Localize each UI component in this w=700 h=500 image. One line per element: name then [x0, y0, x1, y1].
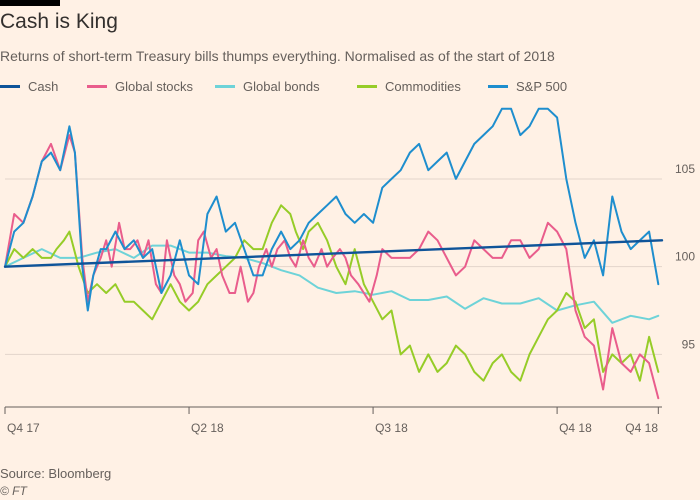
legend-item: Cash: [0, 79, 58, 94]
x-tick-label: Q4 18: [559, 421, 592, 435]
y-axis: 95 100 105: [675, 162, 695, 351]
legend-label: Cash: [28, 79, 59, 94]
legend-label: S&P 500: [516, 79, 568, 94]
x-tick-label: Q2 18: [191, 421, 224, 435]
chart-legend: Cash Global stocks Global bonds Commodities…: [0, 79, 700, 97]
chart-subtitle: Returns of short-term Treasury bills thu…: [0, 48, 555, 64]
series-line-commodities: [4, 204, 660, 382]
legend-swatch: [0, 85, 20, 88]
series-line-s-p-500: [4, 107, 660, 312]
legend-swatch: [215, 85, 235, 88]
legend-label: Commodities: [385, 79, 461, 94]
legend-label: Global stocks: [115, 79, 194, 94]
credit-note: © FT: [0, 484, 27, 498]
y-tick-label: 100: [675, 250, 695, 264]
x-tick-label: Q4 18: [625, 421, 658, 435]
legend-swatch: [488, 85, 508, 88]
y-tick-label: 95: [682, 337, 696, 351]
legend-swatch: [357, 85, 377, 88]
series-line-global-bonds: [4, 244, 660, 324]
legend-item: Global stocks: [87, 79, 193, 94]
y-tick-label: 105: [675, 162, 695, 176]
legend-item: Global bonds: [215, 79, 320, 94]
source-note: Source: Bloomberg: [0, 466, 112, 481]
legend-swatch: [87, 85, 107, 88]
x-tick-label: Q3 18: [375, 421, 408, 435]
line-chart: 95 100 105 Q4 17 Q2 18 Q3 18 Q4 18 Q4 18: [3, 107, 695, 435]
x-tick-label: Q4 17: [7, 421, 40, 435]
series-line-cash: [3, 239, 664, 268]
legend-label: Global bonds: [243, 79, 320, 94]
legend-item: Commodities: [357, 79, 461, 94]
chart-title: Cash is King: [0, 10, 118, 33]
gridlines: [5, 178, 662, 355]
x-axis: Q4 17 Q2 18 Q3 18 Q4 18 Q4 18: [4, 406, 662, 435]
brand-bar: [0, 0, 60, 6]
series-lines: [3, 107, 664, 400]
legend-item: S&P 500: [488, 79, 567, 94]
